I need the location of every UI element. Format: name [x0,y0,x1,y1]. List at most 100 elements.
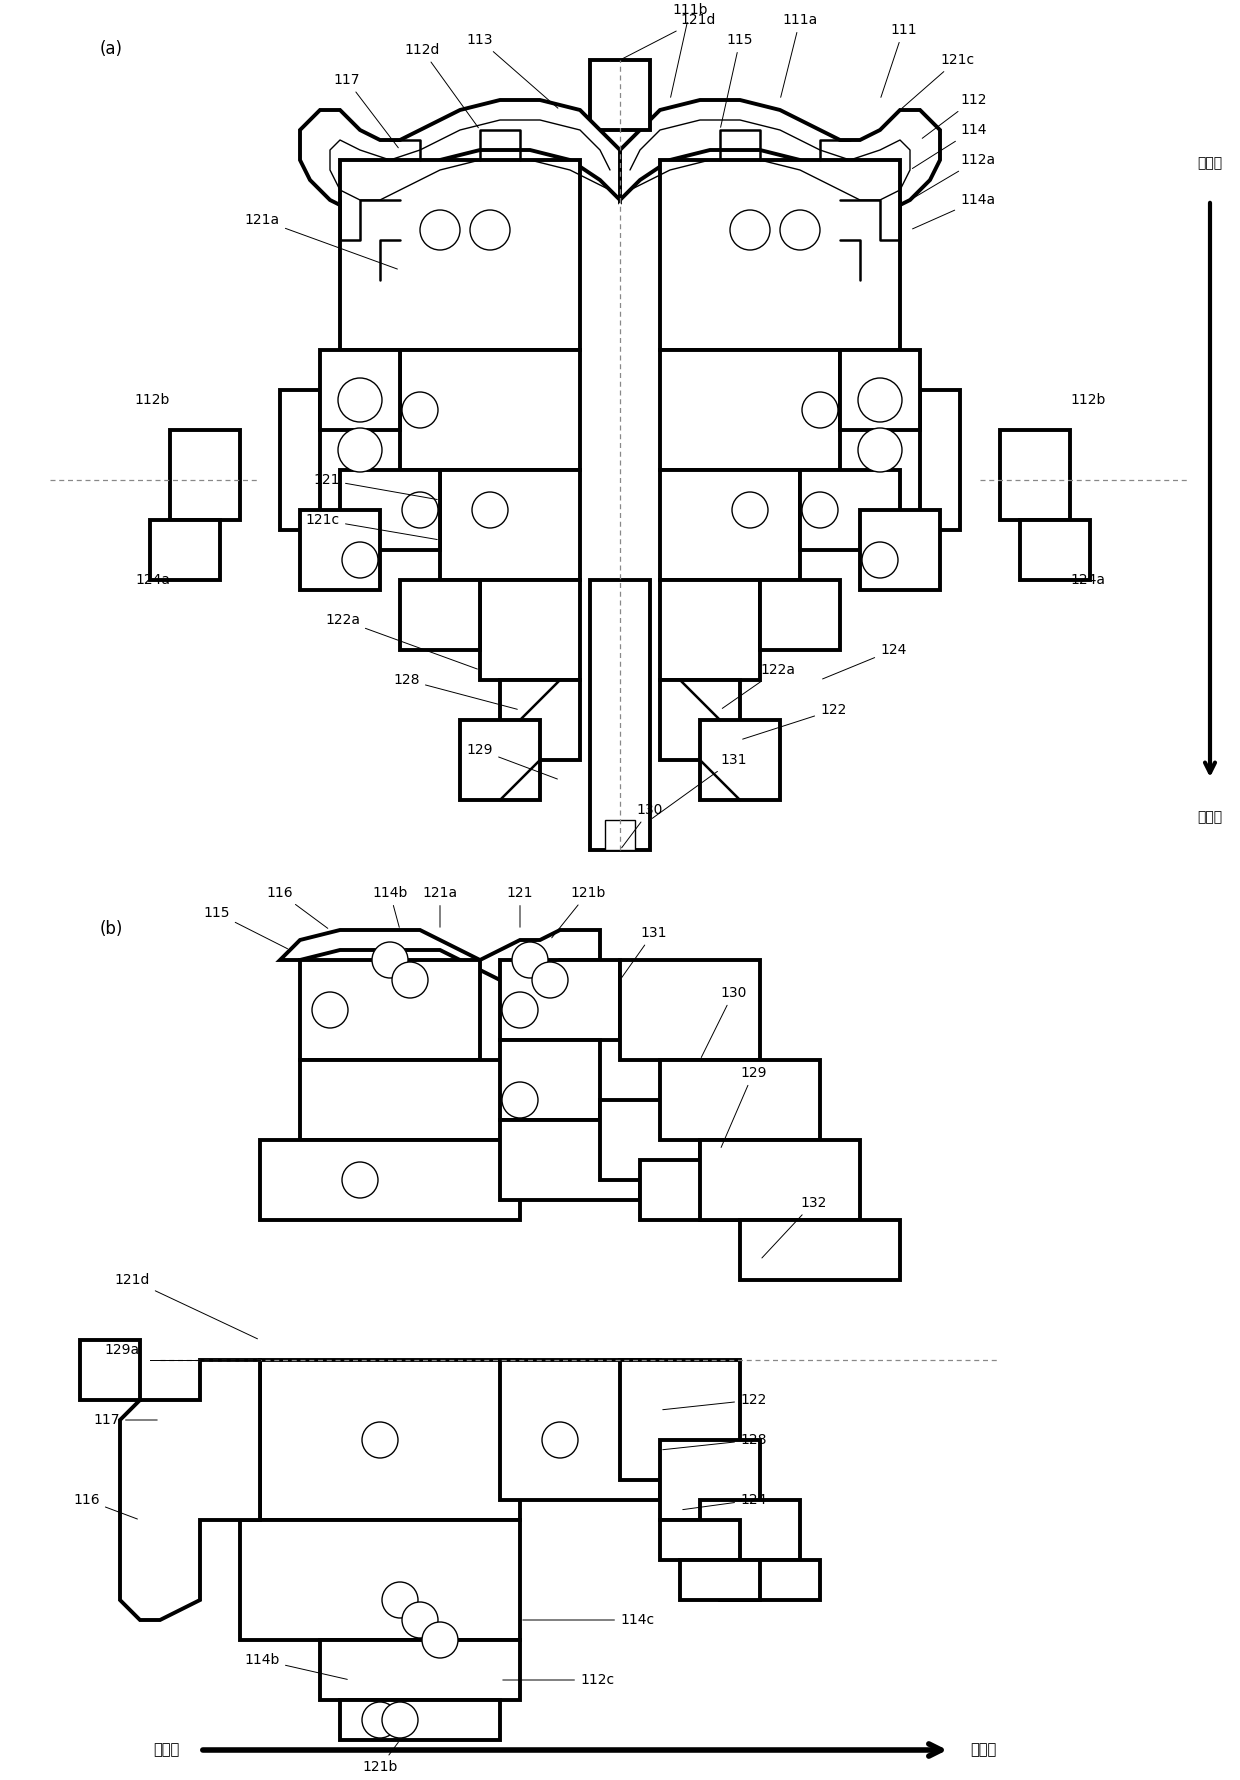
Text: 130: 130 [621,803,663,847]
Circle shape [342,1162,378,1198]
Circle shape [422,1622,458,1657]
Text: 112a: 112a [913,153,996,199]
Polygon shape [701,719,780,799]
Circle shape [402,1602,438,1638]
Bar [300,1061,520,1139]
Text: 116: 116 [73,1493,138,1518]
Text: 115: 115 [203,906,288,949]
Polygon shape [320,351,401,431]
Bar [320,1639,520,1700]
Circle shape [502,991,538,1029]
Polygon shape [500,680,580,760]
Text: 111b: 111b [671,4,708,98]
Text: 121a: 121a [423,886,458,927]
Text: 114b: 114b [372,886,408,927]
Circle shape [858,427,901,472]
Circle shape [802,392,838,427]
Circle shape [382,1702,418,1737]
Text: 121d: 121d [622,12,715,59]
Circle shape [362,1422,398,1458]
Text: (a): (a) [100,39,123,59]
Polygon shape [120,1360,260,1620]
Bar [500,1120,640,1200]
Circle shape [730,210,770,249]
Text: 131: 131 [621,926,667,977]
Bar [500,959,620,1040]
Polygon shape [150,520,219,580]
Text: 116: 116 [267,886,327,929]
Bar [170,431,241,520]
Circle shape [780,210,820,249]
Text: 114b: 114b [244,1654,347,1679]
Circle shape [402,392,438,427]
Circle shape [382,1582,418,1618]
Bar [260,1139,520,1219]
Polygon shape [839,351,920,431]
Bar [680,1559,760,1600]
Bar [701,1139,861,1219]
Bar [660,1061,820,1139]
Polygon shape [660,580,760,680]
Polygon shape [401,351,580,470]
Bar [701,1501,800,1559]
Text: 129: 129 [722,1066,766,1148]
Bar [340,1700,500,1741]
Circle shape [339,377,382,422]
Text: 122a: 122a [325,612,477,669]
Circle shape [372,942,408,977]
Text: 129a: 129a [105,1342,140,1356]
Text: 117: 117 [93,1413,157,1428]
Circle shape [858,377,901,422]
Text: 121c: 121c [306,513,438,539]
Text: 121d: 121d [114,1273,258,1339]
Circle shape [362,1702,398,1737]
Polygon shape [660,160,900,351]
Bar [620,959,760,1061]
Circle shape [420,210,460,249]
Text: 121b: 121b [552,886,605,938]
Text: 112b: 112b [1070,393,1105,408]
Bar [620,1360,740,1479]
Text: 117: 117 [334,73,398,148]
Circle shape [470,210,510,249]
Text: 128: 128 [662,1433,766,1449]
Text: 111a: 111a [781,12,817,98]
Circle shape [862,541,898,578]
Polygon shape [620,100,940,210]
Text: 121a: 121a [244,214,397,269]
Text: 112b: 112b [135,393,170,408]
Text: 112: 112 [923,93,987,139]
Text: 输入侧: 输入侧 [154,1743,180,1757]
Circle shape [402,491,438,529]
Polygon shape [440,470,580,580]
Text: 114: 114 [913,123,987,169]
Text: 输出侧: 输出侧 [1198,810,1223,824]
Bar [999,431,1070,520]
Bar [260,1360,520,1520]
Polygon shape [460,719,539,799]
Bar [81,1340,140,1401]
Bar [590,580,650,851]
Bar [640,1161,760,1219]
Text: 121c: 121c [901,53,975,109]
Polygon shape [401,580,480,650]
Circle shape [339,427,382,472]
Polygon shape [1021,520,1090,580]
Polygon shape [280,390,320,530]
Bar [740,1219,900,1280]
Bar [600,1100,701,1180]
Bar [500,1360,660,1501]
Circle shape [392,961,428,999]
Text: 114a: 114a [913,192,996,230]
Bar [500,1040,600,1120]
Polygon shape [300,100,620,210]
Circle shape [512,942,548,977]
Polygon shape [660,470,800,580]
Text: 124a: 124a [1070,573,1105,587]
Text: 输入侧: 输入侧 [1198,157,1223,171]
Text: 112c: 112c [502,1673,614,1687]
Circle shape [732,491,768,529]
Text: 113: 113 [466,34,558,109]
Polygon shape [280,929,600,981]
Circle shape [472,491,508,529]
